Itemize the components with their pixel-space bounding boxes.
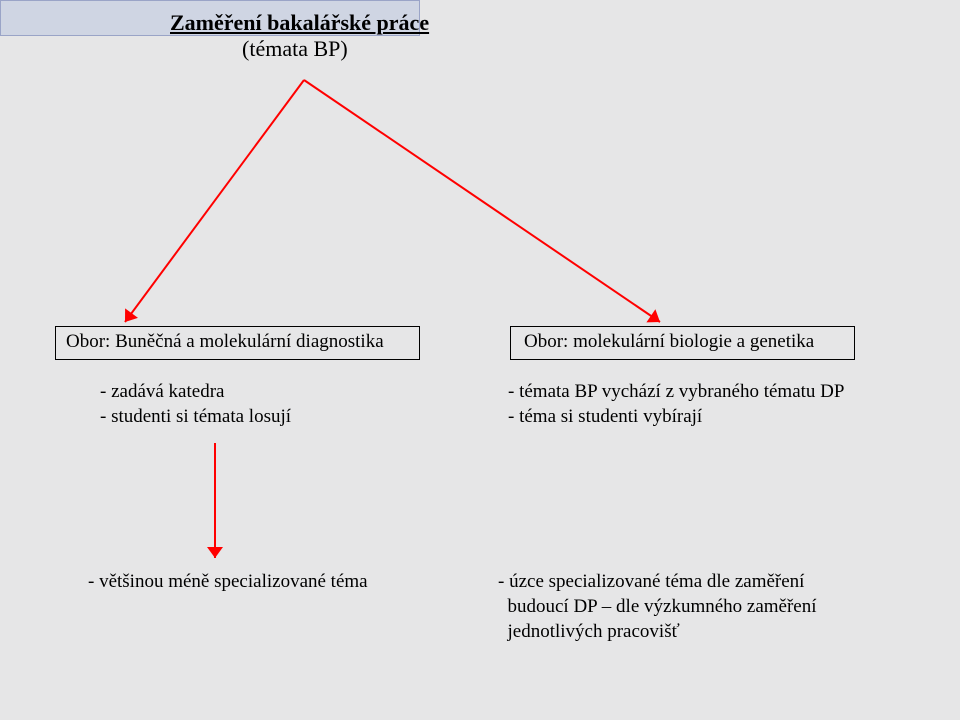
mid-left-bullet-1: - zadává katedra	[100, 381, 224, 403]
title-line2: (témata BP)	[242, 36, 348, 62]
mid-left-bullet-2: - studenti si témata losují	[100, 406, 291, 428]
mid-right-bullet-2: - téma si studenti vybírají	[508, 406, 702, 428]
bottom-right-bullet-2: budoucí DP – dle výzkumného zaměření	[498, 596, 817, 618]
bottom-left-bullet-1: - většinou méně specializované téma	[88, 571, 368, 593]
mid-right-bullet-1: - témata BP vychází z vybraného tématu D…	[508, 381, 844, 403]
right-branch-label: Obor: molekulární biologie a genetika	[524, 331, 814, 353]
bottom-right-bullet-3: jednotlivých pracovišť	[498, 621, 680, 643]
left-branch-label: Obor: Buněčná a molekulární diagnostika	[66, 331, 384, 353]
title-line1: Zaměření bakalářské práce	[170, 10, 429, 36]
bottom-right-bullet-1: - úzce specializované téma dle zaměření	[498, 571, 804, 593]
